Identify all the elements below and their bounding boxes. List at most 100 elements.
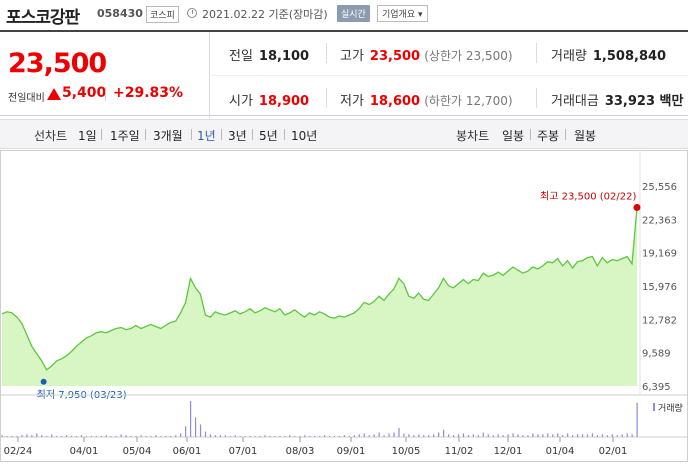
y-tick-label: 19,169 — [642, 249, 677, 260]
volume-bar — [214, 435, 217, 437]
divider — [536, 88, 537, 108]
volume-bar — [61, 436, 63, 437]
volume-bar — [254, 436, 256, 437]
volume-bar — [462, 433, 465, 437]
volume-bar — [100, 436, 102, 437]
change-percent: +29.83% — [113, 85, 184, 101]
x-tick-label: 07/01 — [229, 446, 258, 457]
volume-bar — [537, 434, 539, 437]
y-tick-label: 9,589 — [642, 349, 671, 360]
realtime-button[interactable]: 실시간 — [337, 5, 370, 22]
range-10y[interactable]: 10년 — [291, 129, 318, 143]
volume-bar — [165, 436, 167, 437]
volume-bar — [120, 434, 122, 437]
range-1w[interactable]: 1주일 — [110, 129, 140, 143]
volume-bar — [502, 435, 504, 437]
volume-bar — [150, 436, 152, 437]
stat-value: 18,900 — [258, 94, 310, 109]
divider — [284, 129, 285, 140]
volume-bar — [621, 434, 623, 437]
volume-bar — [85, 436, 88, 437]
candle-daily[interactable]: 일봉 — [502, 129, 525, 143]
divider — [326, 43, 327, 63]
volume-bar — [512, 433, 514, 437]
volume-bar — [507, 434, 509, 437]
volume-bar — [358, 434, 360, 437]
x-tick-label: 12/01 — [494, 446, 523, 457]
volume-bar — [383, 435, 385, 437]
x-tick-label: 08/03 — [286, 446, 315, 457]
stat-trade-value: 거래대금 33,923 백만 — [551, 90, 683, 109]
volume-bar — [180, 433, 182, 437]
volume-bar — [239, 436, 241, 437]
range-1y[interactable]: 1년 — [197, 129, 216, 143]
volume-bar — [31, 435, 33, 437]
volume-bar — [224, 435, 226, 437]
volume-bar — [482, 432, 484, 437]
volume-bar — [229, 436, 231, 437]
volume-bar — [591, 433, 594, 437]
volume-bar — [80, 435, 83, 437]
x-tick-label: 05/04 — [123, 446, 152, 457]
low-marker — [40, 378, 47, 385]
stock-code: 058430 — [97, 7, 143, 20]
stat-volume: 거래량 1,508,840 — [551, 45, 666, 64]
divider — [252, 129, 253, 140]
volume-bar — [155, 435, 157, 437]
volume-bar — [438, 432, 440, 437]
volume-bar — [596, 435, 599, 437]
candle-weekly[interactable]: 주봉 — [537, 129, 560, 143]
range-3m[interactable]: 3개월 — [153, 129, 183, 143]
volume-bar — [532, 433, 534, 437]
x-tick-label: 10/05 — [392, 446, 421, 457]
volume-bar — [319, 436, 321, 437]
volume-bar — [56, 436, 58, 437]
y-tick-label: 6,395 — [642, 382, 671, 393]
x-tick-label: 04/01 — [70, 446, 99, 457]
volume-bar — [284, 436, 286, 437]
date-text: 2021.02.22 기준(장마감) — [202, 8, 328, 21]
line-chart-label: 선차트 — [34, 129, 68, 143]
chart-toolbar: 선차트 1일 1주일 3개월 1년 3년 5년 10년 봉차트 일봉 주봉 월봉 — [0, 119, 688, 149]
volume-bar — [477, 435, 479, 437]
volume-bar — [279, 436, 281, 437]
volume-bar — [219, 435, 221, 437]
volume-bar — [6, 436, 8, 437]
volume-bar — [443, 429, 445, 437]
stat-label: 저가 — [340, 94, 364, 109]
stock-name: 포스코강판 — [6, 8, 80, 28]
volume-bar — [264, 435, 266, 437]
range-1d[interactable]: 1일 — [78, 129, 97, 143]
price-chart-svg[interactable]: 25,556 22,363 19,169 15,976 12,782 9,589 6,395… — [0, 150, 688, 462]
volume-bar — [289, 435, 291, 437]
volume-bar — [323, 435, 326, 437]
volume-bar — [135, 436, 137, 437]
divider — [565, 129, 566, 140]
stat-note: (상한가 23,500) — [424, 49, 513, 63]
company-info-button[interactable]: 기업개요 ▾ — [377, 5, 428, 22]
price-line — [1, 207, 638, 371]
volume-bar — [70, 436, 73, 437]
volume-bar — [586, 434, 589, 437]
volume-bar — [130, 436, 132, 437]
divider — [145, 129, 146, 140]
range-3y[interactable]: 3년 — [228, 129, 247, 143]
volume-bar — [21, 435, 23, 437]
price-chart[interactable]: 25,556 22,363 19,169 15,976 12,782 9,589 6,395… — [0, 150, 688, 462]
high-annotation: 최고 23,500 (02/22) — [540, 190, 636, 202]
volume-bar — [170, 436, 172, 437]
volume-bar — [41, 435, 43, 437]
volume-bar — [552, 434, 554, 437]
clock-icon — [187, 8, 197, 18]
price-summary: 23,500 전일대비 5,400 +29.83% 전일 18,100 고가 23,… — [0, 30, 688, 118]
volume-bar — [309, 436, 311, 437]
volume-bar — [140, 435, 142, 437]
candle-monthly[interactable]: 월봉 — [574, 129, 597, 143]
volume-bar — [433, 434, 435, 437]
volume-bar — [557, 433, 559, 437]
volume-bar — [447, 434, 450, 437]
range-5y[interactable]: 5년 — [259, 129, 278, 143]
volume-bar — [249, 436, 251, 437]
stat-label: 고가 — [340, 49, 364, 64]
stat-label: 거래량 — [551, 49, 587, 64]
